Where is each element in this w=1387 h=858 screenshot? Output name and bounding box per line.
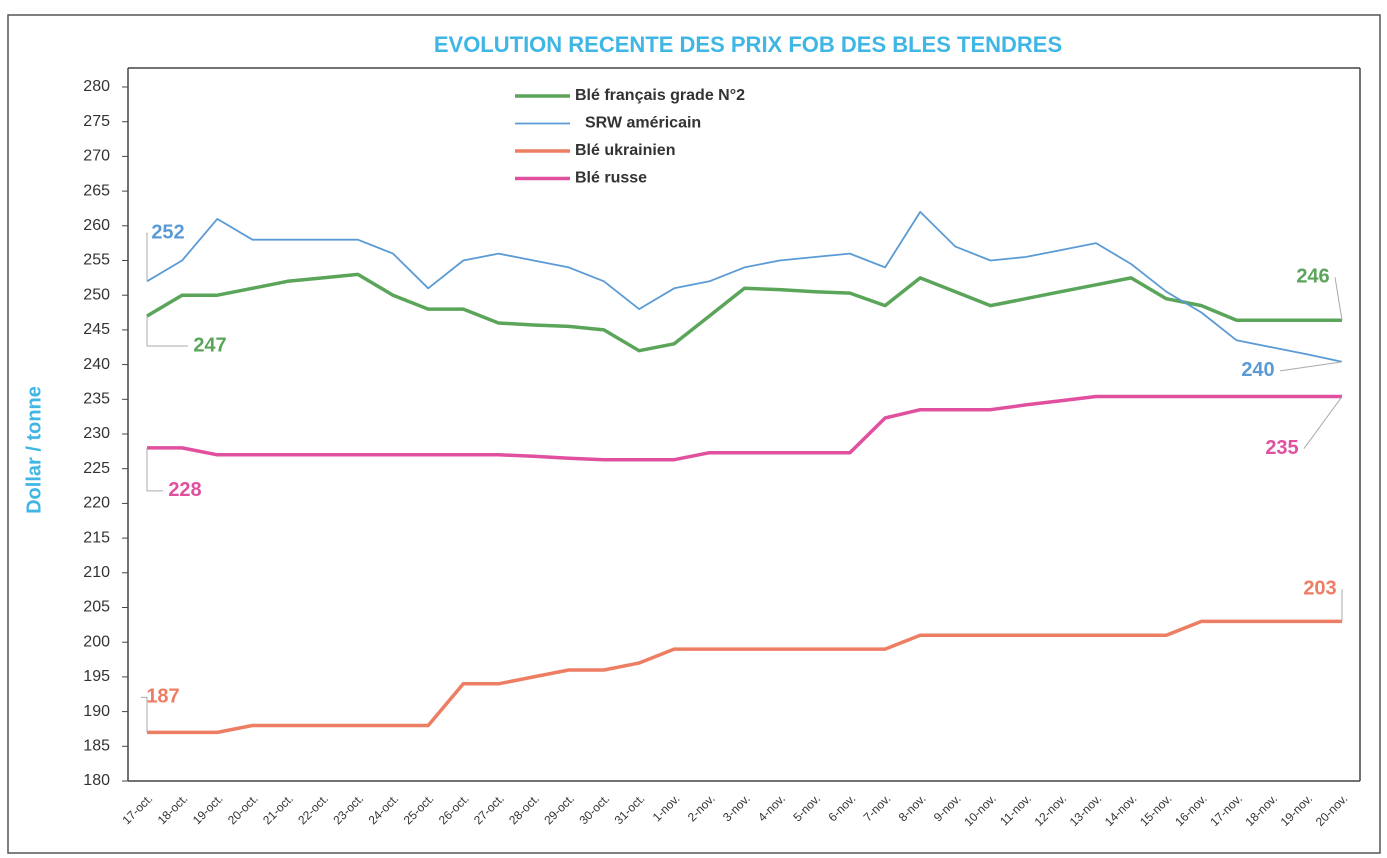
x-tick-label: 22-oct. <box>295 791 331 827</box>
y-axis-label: Dollar / tonne <box>23 386 45 514</box>
x-tick-label: 18-nov. <box>1242 791 1280 829</box>
y-tick-label: 240 <box>83 356 110 373</box>
x-tick-label: 25-oct. <box>401 791 437 827</box>
data-label: 187 <box>146 686 179 708</box>
y-tick-label: 225 <box>83 460 110 477</box>
outer-frame <box>7 14 1381 854</box>
x-tick-label: 26-oct. <box>436 791 472 827</box>
chart-title: EVOLUTION RECENTE DES PRIX FOB DES BLES … <box>434 32 1062 57</box>
y-tick-label: 205 <box>83 599 110 616</box>
x-tick-label: 15-nov. <box>1137 791 1175 829</box>
data-label: 247 <box>193 334 226 356</box>
series-line <box>147 619 1342 735</box>
data-label: 240 <box>1241 359 1274 381</box>
x-tick-label: 14-nov. <box>1102 791 1140 829</box>
y-tick-label: 265 <box>83 182 110 199</box>
y-tick-label: 195 <box>83 668 110 685</box>
y-tick-label: 220 <box>83 495 110 512</box>
x-tick-label: 4-nov. <box>755 791 788 824</box>
legend-label: Blé russe <box>575 170 647 187</box>
label-leader <box>141 696 148 733</box>
label-leader <box>1334 277 1343 321</box>
x-tick-label: 17-nov. <box>1207 791 1245 829</box>
y-tick-label: 255 <box>83 252 110 269</box>
x-tick-label: 29-oct. <box>541 791 577 827</box>
x-tick-label: 1-nov. <box>650 791 683 824</box>
x-tick-label: 28-oct. <box>506 791 542 827</box>
data-label: 246 <box>1296 265 1329 287</box>
x-tick-label: 3-nov. <box>720 791 753 824</box>
y-tick-label: 190 <box>83 703 110 720</box>
x-tick-label: 9-nov. <box>931 791 964 824</box>
y-tick-label: 180 <box>83 772 110 789</box>
y-tick-label: 280 <box>83 78 110 95</box>
x-tick-label: 6-nov. <box>825 791 858 824</box>
y-tick-label: 230 <box>83 425 110 442</box>
x-tick-label: 30-oct. <box>576 791 612 827</box>
data-label: 203 <box>1303 578 1336 600</box>
x-tick-label: 23-oct. <box>330 791 366 827</box>
series-line <box>146 210 1343 363</box>
label-leader <box>146 232 148 282</box>
y-tick-label: 275 <box>83 113 110 130</box>
x-tick-label: 11-nov. <box>997 791 1034 828</box>
x-tick-label: 19-oct. <box>190 791 226 827</box>
label-leader <box>1303 396 1343 449</box>
x-tick-label: 21-oct. <box>260 791 296 827</box>
x-tick-label: 16-nov. <box>1172 791 1210 829</box>
x-tick-label: 10-nov. <box>961 791 999 829</box>
legend-label: Blé français grade N°2 <box>575 87 745 104</box>
x-tick-label: 27-oct. <box>471 791 507 827</box>
y-tick-label: 200 <box>83 633 110 650</box>
x-tick-label: 19-nov. <box>1278 791 1316 829</box>
y-tick-label: 270 <box>83 148 110 165</box>
series-line <box>146 272 1342 353</box>
y-tick-label: 185 <box>83 738 110 755</box>
legend-label: Blé ukrainien <box>575 142 675 159</box>
x-tick-label: 17-oct. <box>120 791 156 827</box>
x-tick-label: 18-oct. <box>155 791 191 827</box>
label-leader <box>146 316 188 347</box>
x-tick-label: 7-nov. <box>861 791 894 824</box>
x-tick-label: 8-nov. <box>896 791 929 824</box>
y-tick-label: 235 <box>83 391 110 408</box>
x-tick-label: 20-oct. <box>225 791 261 827</box>
x-tick-label: 20-nov. <box>1313 791 1351 829</box>
y-tick-label: 210 <box>83 564 110 581</box>
label-leader <box>146 447 163 492</box>
x-tick-label: 12-nov. <box>1032 791 1070 829</box>
x-tick-label: 13-nov. <box>1067 791 1105 829</box>
label-leader <box>1279 361 1343 372</box>
data-label: 252 <box>151 222 184 244</box>
y-tick-label: 215 <box>83 529 110 546</box>
legend-label: SRW américain <box>585 115 701 132</box>
data-label: 235 <box>1265 437 1298 459</box>
x-tick-label: 2-nov. <box>685 791 718 824</box>
x-tick-label: 5-nov. <box>790 791 823 824</box>
x-tick-label: 31-oct. <box>612 791 648 827</box>
series-line <box>147 394 1342 462</box>
y-tick-label: 245 <box>83 321 110 338</box>
x-tick-label: 24-oct. <box>366 791 402 827</box>
y-tick-label: 250 <box>83 286 110 303</box>
data-label: 228 <box>168 479 201 501</box>
y-tick-label: 260 <box>83 217 110 234</box>
